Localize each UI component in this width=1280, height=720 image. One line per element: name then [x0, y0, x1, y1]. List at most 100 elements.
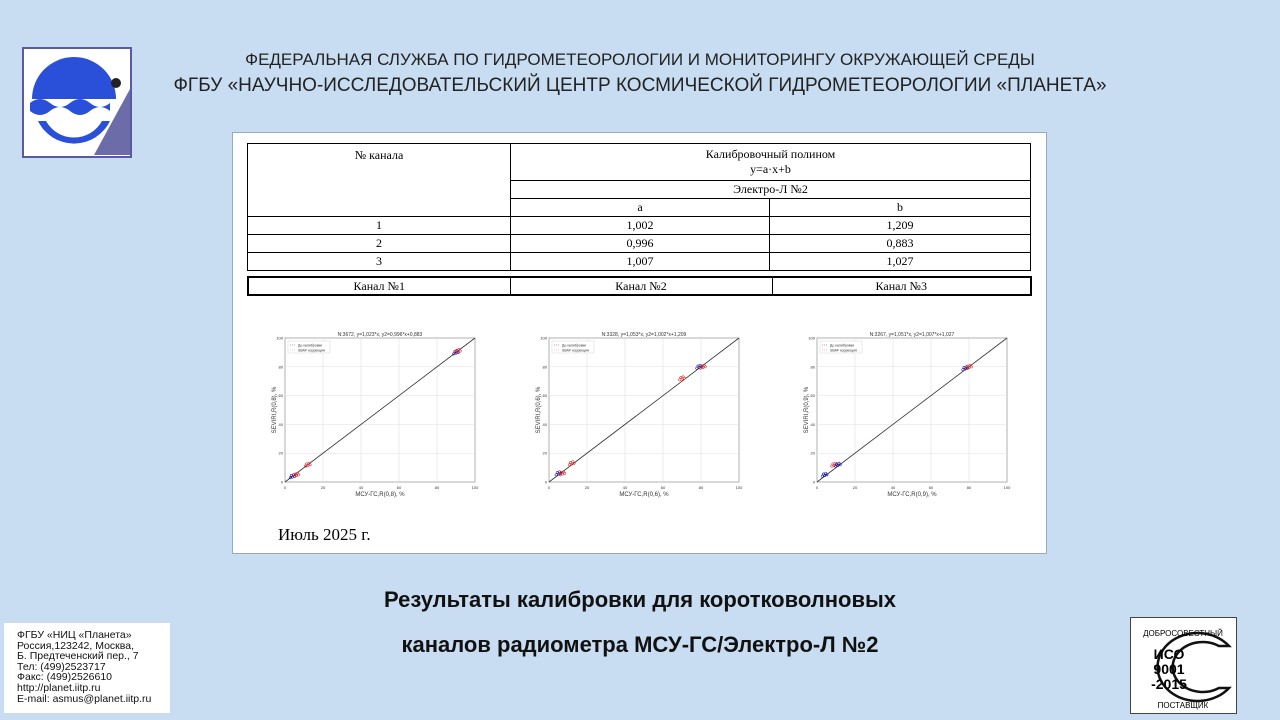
legend-entry: SBAF коррекция [830, 349, 857, 353]
legend-entry: SBAF коррекция [298, 349, 325, 353]
identity-line [548, 337, 740, 483]
cell-b: 1,027 [769, 252, 1031, 271]
y-tick-label: 20 [811, 451, 816, 456]
cell-ch: 1 [247, 216, 511, 235]
x-axis-label: МСУ-ГС,R(0,6), % [619, 492, 669, 498]
x-tick-label: 40 [891, 485, 896, 490]
y-tick-label: 40 [279, 422, 284, 427]
iso-mid2: 9001 [1153, 661, 1184, 677]
data-point [563, 471, 567, 475]
website-link[interactable]: http://planet.iitp.ru [17, 681, 101, 694]
formula: y=a·x+b [750, 162, 791, 176]
iso-bottom: ПОСТАВЩИК [1158, 701, 1209, 710]
y-tick-label: 40 [543, 422, 548, 427]
y-tick-label: 60 [543, 393, 548, 398]
calibration-table: № канала Калибровочный полином y=a·x+b Эл… [247, 143, 1031, 271]
x-tick-label: 60 [661, 485, 666, 490]
address-line: Б. Предтеченский пер., 7 [17, 650, 139, 663]
header-line-1: ФЕДЕРАЛЬНАЯ СЛУЖБА ПО ГИДРОМЕТЕОРОЛОГИИ … [245, 50, 1035, 69]
y-tick-label: 0 [545, 480, 548, 485]
table-row: 3 1,007 1,027 [247, 252, 1031, 271]
y-tick-label: 80 [279, 364, 284, 369]
slide-title-line-1: Результаты калибровки для коротковолновы… [383, 587, 896, 612]
y-tick-label: 100 [540, 336, 547, 341]
cell-ch: 2 [247, 234, 511, 253]
date: Июль 2025 г. [278, 525, 371, 544]
legend-box [287, 340, 331, 354]
data-point [682, 376, 686, 380]
y-tick-label: 100 [276, 336, 283, 341]
y-tick-label: 60 [279, 393, 284, 398]
chart-title: N:3267, y=1,051*x, y2=1,007*x+1,027 [870, 332, 955, 338]
x-tick-label: 0 [548, 485, 551, 490]
y-tick-label: 100 [808, 336, 815, 341]
channel-1: Канал №1 [247, 276, 511, 296]
identity-line [816, 337, 1008, 483]
y-tick-label: 40 [811, 422, 816, 427]
cell-b: 1,209 [769, 216, 1031, 235]
legend-box [551, 340, 595, 354]
planeta-logo [22, 47, 132, 158]
y-axis-label: SEVIRI,R(0,6), % [536, 386, 542, 433]
chart-channel-3: 00 20 20 40 40 60 60 80 80 100 100 N:3267, y=1,051*… [804, 332, 1011, 498]
data-point [703, 365, 707, 369]
legend-entry: До калибровки [562, 344, 586, 348]
x-tick-label: 80 [967, 485, 972, 490]
x-tick-label: 20 [321, 485, 326, 490]
cell-a: 1,007 [510, 252, 770, 271]
table-row: 2 0,996 0,883 [247, 234, 1031, 253]
iso-mid3: -2015 [1151, 676, 1187, 692]
data-point [838, 463, 842, 467]
cell-a: 0,996 [510, 234, 770, 253]
y-axis-label: SEVIRI,R(0,9), % [804, 386, 810, 433]
cell-b: 0,883 [769, 234, 1031, 253]
slide-title-line-2: каналов радиометра МСУ-ГС/Электро-Л №2 [401, 632, 879, 657]
y-tick-label: 0 [281, 480, 284, 485]
data-point [969, 365, 973, 369]
x-tick-label: 20 [585, 485, 590, 490]
address-box: ФГБУ «НИЦ «Планета» Россия,123242, Москв… [4, 623, 170, 713]
iso-mid1: ИСО [1154, 646, 1185, 662]
y-tick-label: 80 [811, 364, 816, 369]
fax: Факс: (499)2526610 [17, 671, 113, 684]
header-a: a [510, 198, 770, 217]
y-tick-label: 60 [811, 393, 816, 398]
legend-entry: До калибровки [298, 344, 322, 348]
y-tick-label: 0 [813, 480, 816, 485]
address-line: ФГБУ «НИЦ «Планета» [17, 629, 132, 641]
x-tick-label: 40 [359, 485, 364, 490]
channel-3: Канал №3 [771, 276, 1032, 296]
iso-certification-logo: ДОБРОСОВЕСТНЫЙ ИСО 9001 -2015 ПОСТАВЩИК [1130, 617, 1237, 714]
x-axis-label: МСУ-ГС,R(0,9), % [887, 492, 937, 498]
x-tick-label: 80 [435, 485, 440, 490]
cell-a: 1,002 [510, 216, 770, 235]
x-tick-label: 100 [472, 485, 479, 490]
chart-title: N:3328, y=1,053*x, y2=1,002*x+1,209 [602, 332, 687, 338]
x-tick-label: 80 [699, 485, 704, 490]
x-tick-label: 20 [853, 485, 858, 490]
email-link[interactable]: E-mail: asmus@planet.iitp.ru [17, 692, 152, 705]
legend-box [819, 340, 863, 354]
iso-top: ДОБРОСОВЕСТНЫЙ [1143, 629, 1223, 638]
x-tick-label: 60 [929, 485, 934, 490]
x-axis-label: МСУ-ГС,R(0,8), % [355, 492, 405, 498]
satellite: Электро-Л №2 [510, 180, 1031, 199]
y-axis-label: SEVIRI,R(0,8), % [272, 386, 278, 433]
header-channel: № канала [247, 143, 511, 217]
header-line-2: ФГБУ «НАУЧНО-ИССЛЕДОВАТЕЛЬСКИЙ ЦЕНТР КОС… [173, 75, 1107, 96]
cell-ch: 3 [247, 252, 511, 271]
legend-entry: SBAF коррекция [562, 349, 589, 353]
data-point [297, 473, 301, 477]
channel-table: Канал №1 Канал №2 Канал №3 [247, 276, 1032, 296]
channel-2: Канал №2 [509, 276, 773, 296]
data-point [458, 349, 462, 353]
header-b: b [769, 198, 1031, 217]
chart-title: N:3672, y=1,023*x, y2=0,996*x+0,883 [338, 332, 423, 338]
x-tick-label: 0 [816, 485, 819, 490]
phone: Тел: (499)2523717 [17, 660, 106, 673]
chart-channel-1: 00 20 20 40 40 60 60 80 80 100 100 N:3672, y=1,023*… [272, 332, 479, 498]
data-point [825, 473, 829, 477]
y-tick-label: 20 [279, 451, 284, 456]
identity-line [284, 337, 476, 483]
chart-channel-2: 00 20 20 40 40 60 60 80 80 100 100 N:3328, y=1,053*… [536, 332, 743, 498]
